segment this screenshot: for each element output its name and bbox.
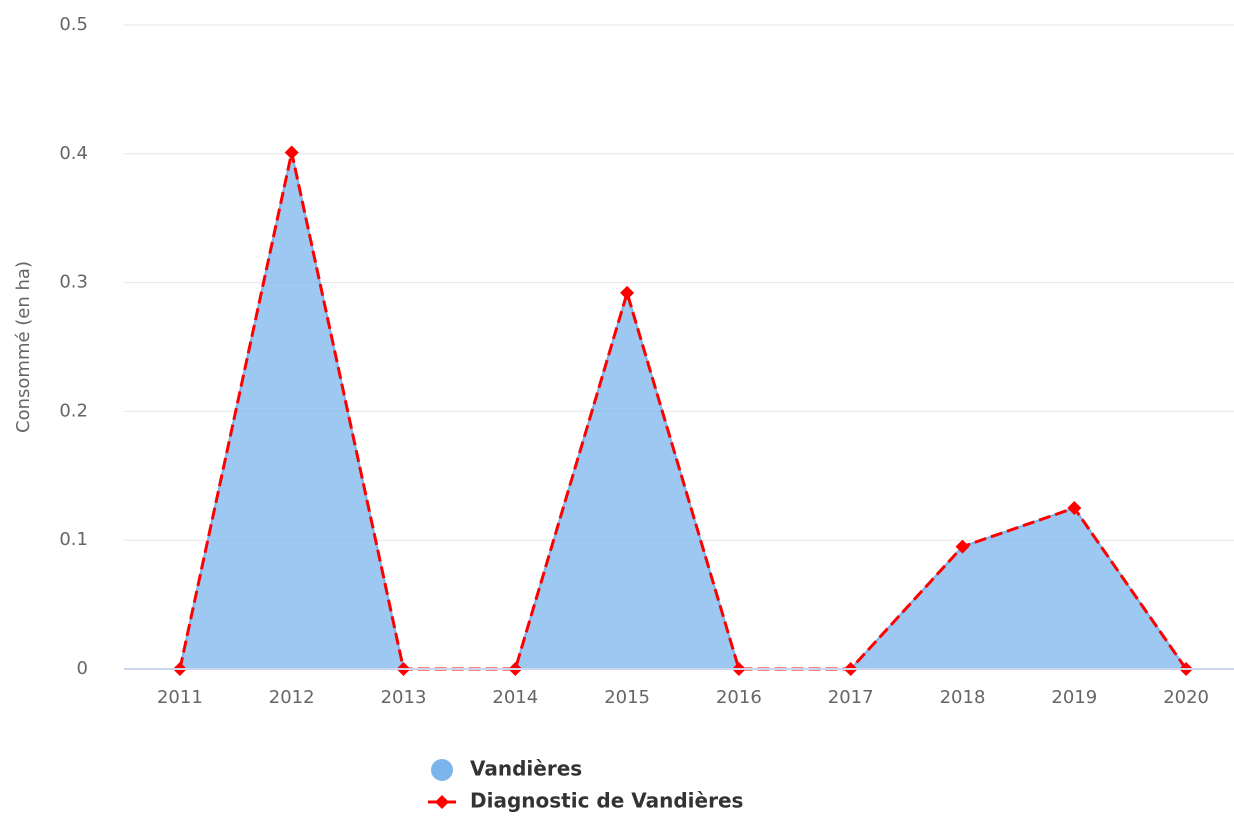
- y-tick-label: 0: [77, 658, 88, 679]
- legend-symbol: [435, 795, 449, 809]
- x-tick-label: 2017: [828, 687, 874, 708]
- legend-symbol: [431, 759, 453, 781]
- area: [178, 152, 1189, 670]
- line-marker: [955, 539, 970, 554]
- x-tick-label: 2014: [492, 687, 538, 708]
- x-tick-label: 2012: [269, 687, 315, 708]
- x-tick-label: 2015: [604, 687, 650, 708]
- legend-label: Vandières: [470, 757, 582, 781]
- x-tick-label: 2018: [940, 687, 986, 708]
- x-tick-label: 2019: [1051, 687, 1097, 708]
- line-marker: [1067, 501, 1082, 515]
- legend-label: Diagnostic de Vandières: [470, 789, 743, 813]
- line-marker: [284, 145, 299, 160]
- x-tick-label: 2013: [381, 687, 427, 708]
- y-axis-label: Consommé (en ha): [13, 261, 34, 433]
- x-tick-label: 2020: [1163, 687, 1209, 708]
- x-tick-label: 2016: [716, 687, 762, 708]
- y-tick-label: 0.4: [59, 143, 88, 164]
- y-tick-label: 0.1: [59, 529, 88, 550]
- y-tick-label: 0.2: [59, 400, 88, 421]
- y-tick-label: 0.3: [59, 272, 88, 293]
- y-tick-label: 0.5: [59, 14, 88, 35]
- line-marker: [620, 285, 635, 300]
- line: [178, 152, 1188, 671]
- x-tick-label: 2011: [157, 687, 203, 708]
